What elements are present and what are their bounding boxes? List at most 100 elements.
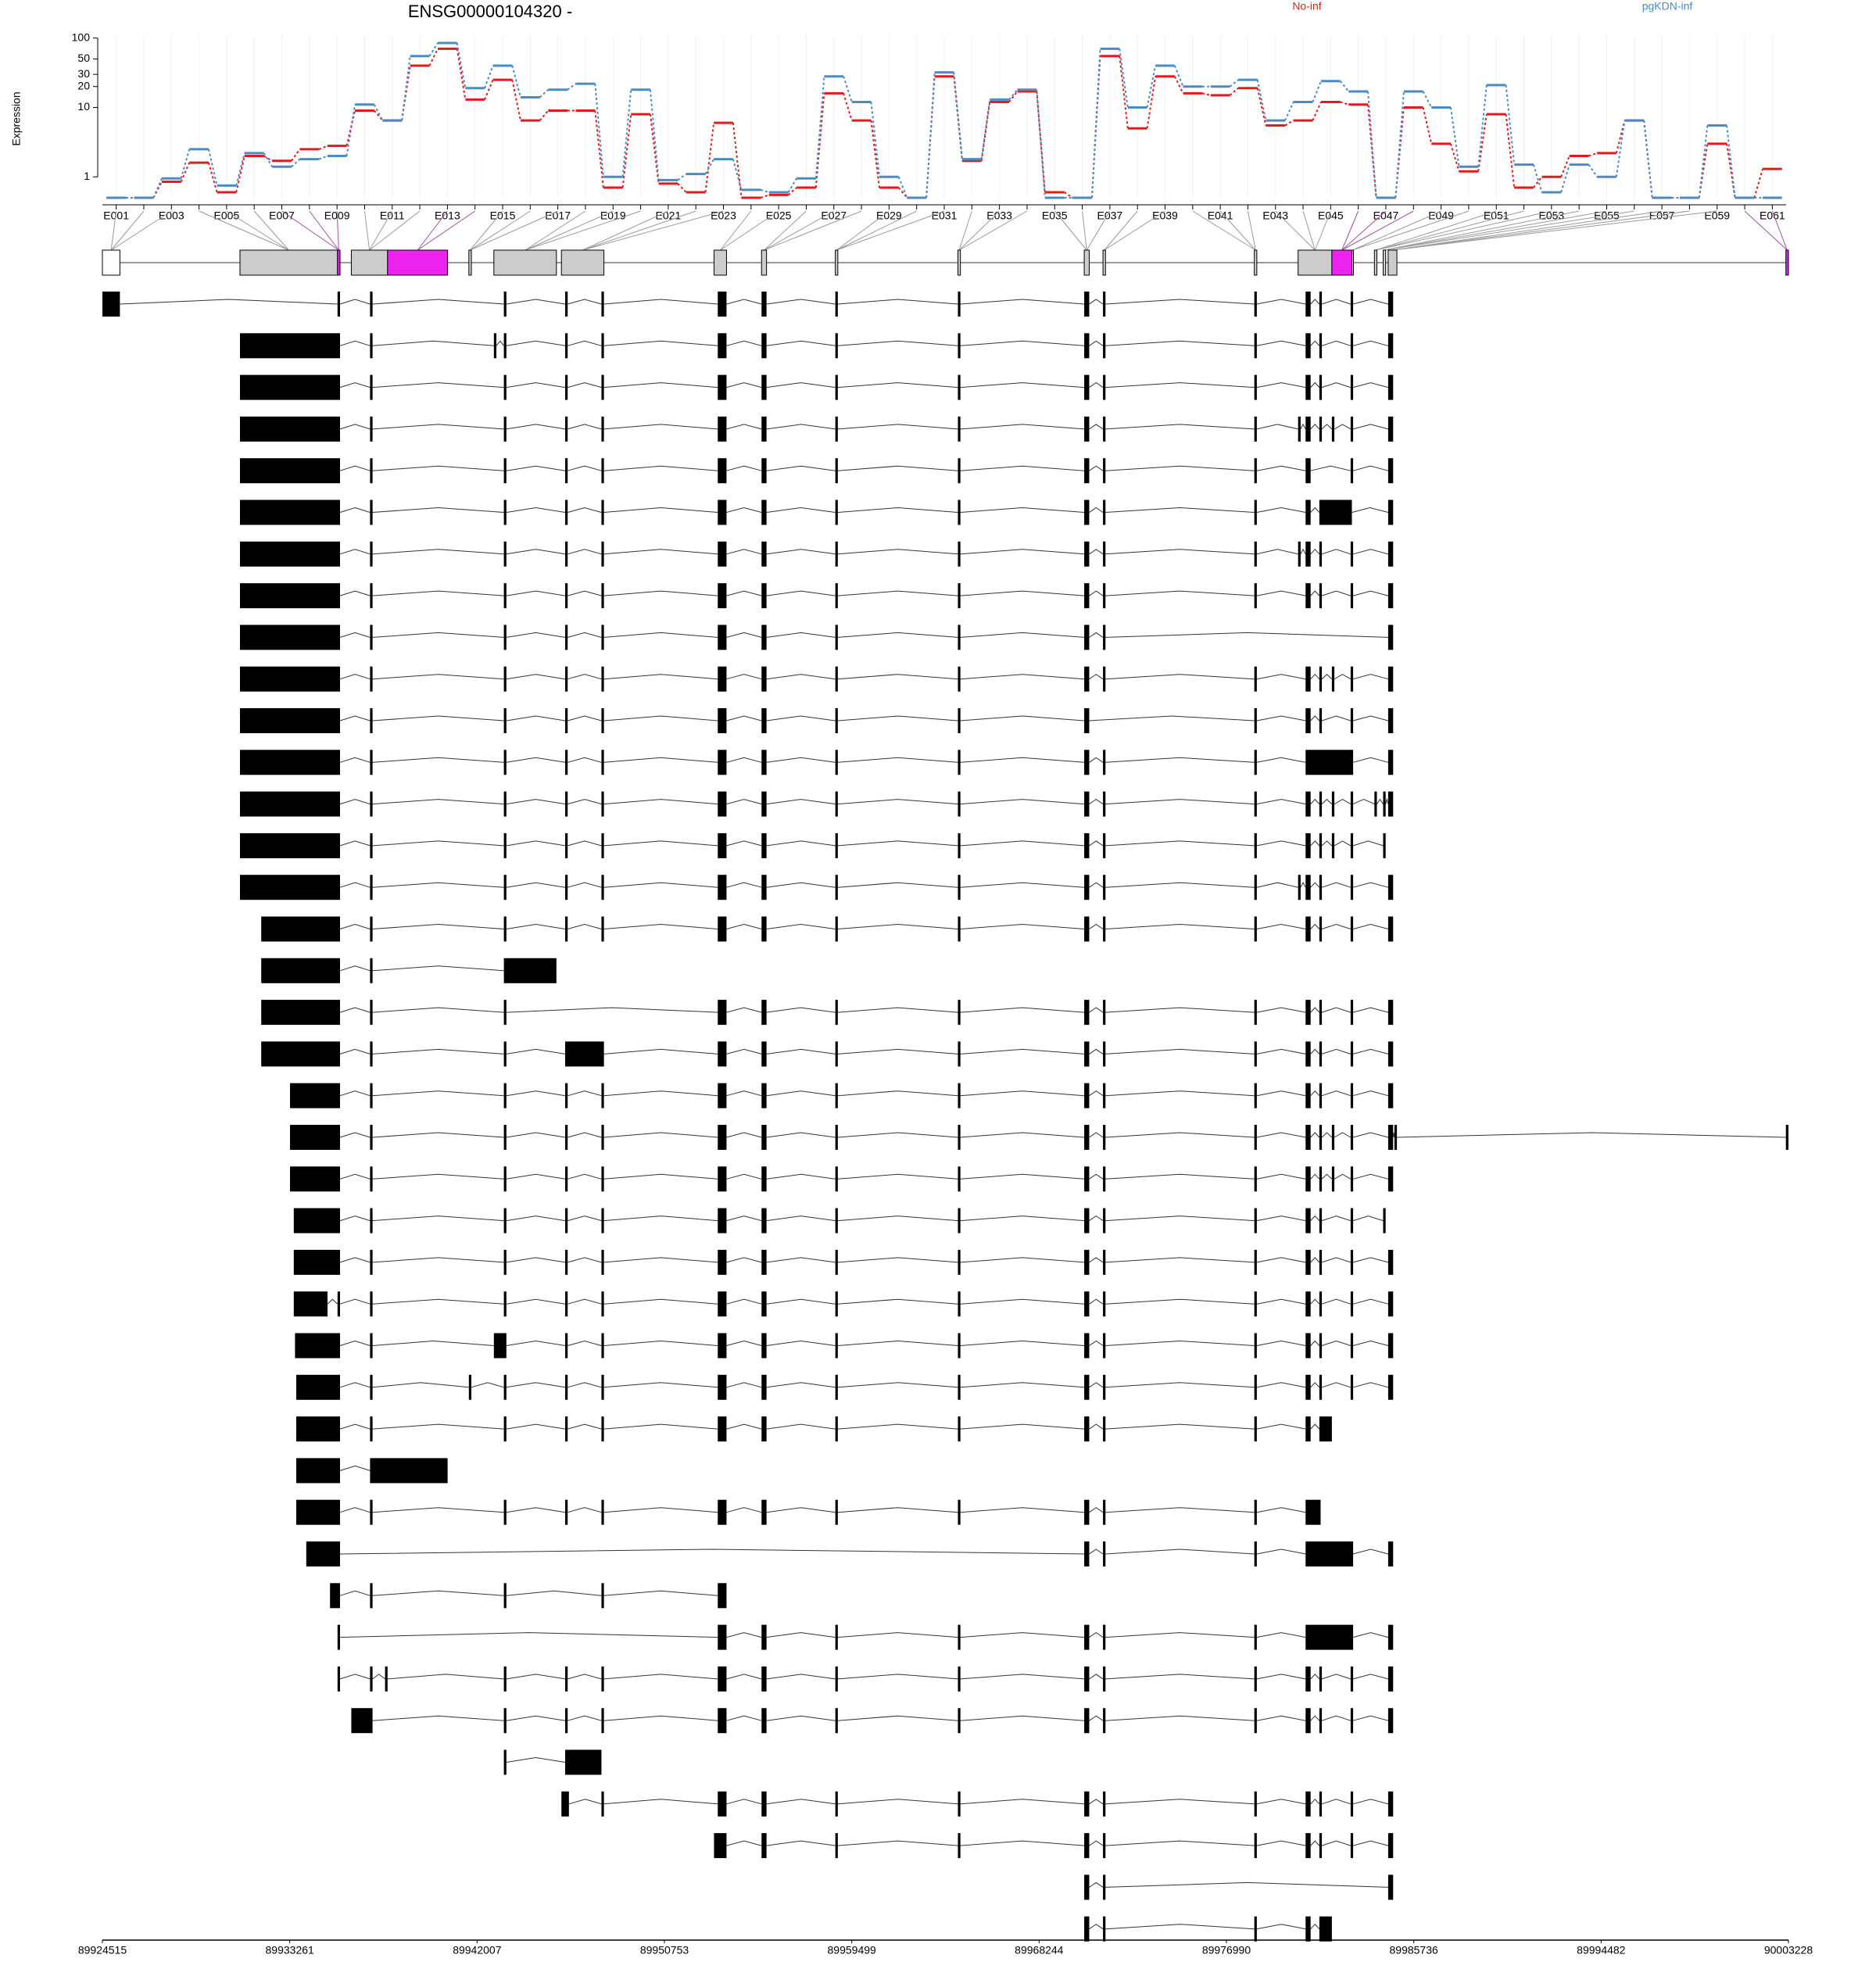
transcript-exon bbox=[601, 666, 604, 692]
intron bbox=[372, 382, 504, 388]
intron bbox=[1256, 382, 1306, 388]
step-connector bbox=[1394, 107, 1405, 199]
exon-connector bbox=[1744, 210, 1788, 251]
transcript-exon bbox=[718, 832, 727, 858]
transcript-exon bbox=[370, 1208, 373, 1233]
exon-connector bbox=[470, 210, 531, 251]
exon-connector bbox=[199, 210, 289, 251]
y-tick-label: 1 bbox=[84, 170, 90, 182]
transcript-exon bbox=[1254, 1125, 1257, 1150]
intron bbox=[1105, 1257, 1255, 1263]
transcript-exon bbox=[1319, 832, 1323, 858]
transcript-exon bbox=[718, 1333, 727, 1359]
step-connector bbox=[539, 89, 549, 98]
intron bbox=[726, 382, 762, 388]
intron bbox=[1105, 590, 1255, 596]
step-connector bbox=[235, 152, 245, 186]
exon-connector bbox=[958, 210, 1000, 251]
transcript-exon bbox=[1319, 1125, 1323, 1150]
transcript-exon bbox=[1084, 708, 1090, 733]
intron bbox=[603, 1298, 718, 1305]
exon-connector bbox=[226, 210, 289, 251]
transcript-exon bbox=[1254, 1249, 1257, 1275]
transcript-exon bbox=[565, 1333, 568, 1359]
transcript-exon bbox=[1305, 916, 1311, 942]
intron bbox=[837, 882, 958, 888]
transcript-exon bbox=[761, 541, 767, 567]
intron bbox=[1256, 340, 1306, 346]
step-connector bbox=[814, 76, 825, 179]
intron bbox=[603, 382, 718, 388]
intron bbox=[372, 507, 504, 513]
intron bbox=[1321, 340, 1352, 346]
intron bbox=[603, 1173, 718, 1180]
transcript-exon bbox=[1305, 1374, 1311, 1400]
step-connector bbox=[1615, 120, 1626, 177]
transcript-exon bbox=[1103, 416, 1106, 442]
intron bbox=[1352, 1632, 1389, 1638]
transcript-exon bbox=[761, 1249, 767, 1275]
transcript-exon bbox=[1319, 583, 1323, 609]
step-connector bbox=[511, 65, 521, 98]
intron bbox=[1089, 1257, 1104, 1263]
intron bbox=[1352, 1382, 1389, 1388]
transcript-exon bbox=[958, 832, 961, 858]
y-tick-label: 100 bbox=[72, 30, 91, 43]
transcript-exon bbox=[718, 750, 727, 775]
transcript-exon bbox=[240, 832, 341, 858]
intron bbox=[1352, 674, 1389, 680]
transcript-exon bbox=[601, 750, 604, 775]
transcript-exon bbox=[718, 875, 727, 900]
transcript-exon bbox=[503, 1249, 507, 1275]
transcript-exon bbox=[1084, 666, 1090, 692]
transcript-exon bbox=[718, 1499, 727, 1525]
transcript-exon bbox=[1387, 1624, 1394, 1650]
y-tick-label: 20 bbox=[77, 79, 90, 91]
transcript-exon bbox=[1387, 1166, 1394, 1192]
intron bbox=[837, 1632, 958, 1638]
genome-tick-label: 89924515 bbox=[78, 1944, 127, 1957]
intron bbox=[766, 1840, 836, 1846]
transcript-exon bbox=[1305, 374, 1311, 400]
intron bbox=[506, 1257, 566, 1263]
intron bbox=[1105, 465, 1255, 471]
intron bbox=[1105, 1507, 1255, 1513]
transcript-exon bbox=[1305, 1541, 1354, 1566]
gene-exon-bin bbox=[560, 249, 605, 276]
transcript-exon bbox=[835, 1125, 838, 1150]
intron bbox=[960, 840, 1085, 847]
intron bbox=[1105, 1632, 1255, 1638]
intron bbox=[506, 757, 566, 763]
transcript-exon bbox=[761, 1125, 767, 1150]
transcript-exon bbox=[1387, 1333, 1394, 1359]
transcript-exon bbox=[718, 374, 727, 400]
intron bbox=[603, 840, 718, 847]
transcript-exon bbox=[761, 1041, 767, 1067]
transcript-exon bbox=[1084, 1125, 1090, 1150]
transcript-exon bbox=[1305, 1666, 1311, 1692]
step-connector bbox=[649, 113, 660, 184]
transcript-exon bbox=[958, 916, 961, 942]
step-connector bbox=[511, 79, 521, 121]
intron bbox=[960, 799, 1085, 805]
step-connector bbox=[1477, 84, 1488, 167]
transcript-exon bbox=[958, 1166, 961, 1192]
transcript-exon bbox=[1350, 416, 1354, 442]
transcript-exon bbox=[718, 708, 727, 733]
intron bbox=[1321, 424, 1333, 430]
transcript-exon bbox=[370, 1041, 373, 1067]
intron bbox=[339, 1340, 371, 1346]
step-connector bbox=[1698, 125, 1709, 199]
transcript-exon bbox=[565, 750, 568, 775]
transcript-exon bbox=[503, 916, 507, 942]
genome-tick-label: 89933261 bbox=[266, 1944, 315, 1957]
intron bbox=[766, 1257, 836, 1263]
intron bbox=[339, 674, 371, 680]
transcript-exon bbox=[1254, 1791, 1257, 1817]
transcript-exon bbox=[1084, 916, 1090, 942]
step-connector bbox=[318, 155, 328, 160]
intron bbox=[766, 1507, 836, 1513]
transcript-exon bbox=[1254, 541, 1257, 567]
intron bbox=[726, 1423, 762, 1430]
transcript-exon bbox=[958, 875, 961, 900]
